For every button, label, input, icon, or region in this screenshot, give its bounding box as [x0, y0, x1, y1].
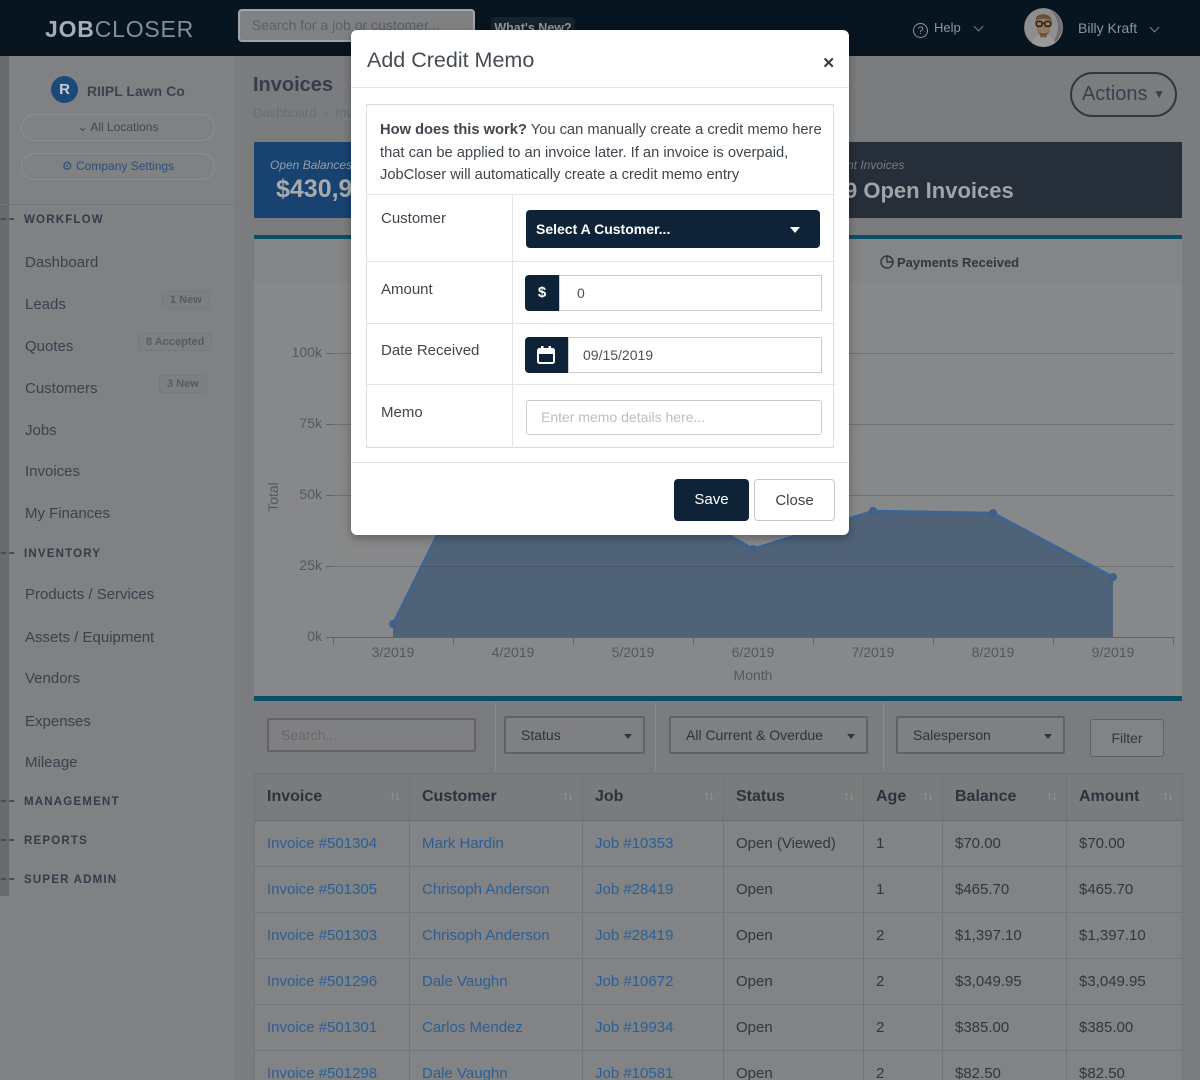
- svg-text:25k: 25k: [299, 557, 323, 573]
- svg-text:3/2019: 3/2019: [372, 644, 415, 660]
- svg-text:50k: 50k: [299, 486, 323, 502]
- svg-text:100k: 100k: [292, 344, 323, 360]
- svg-text:8/2019: 8/2019: [972, 644, 1015, 660]
- svg-text:75k: 75k: [299, 415, 323, 431]
- svg-text:Total: Total: [265, 482, 281, 512]
- svg-text:9/2019: 9/2019: [1092, 644, 1135, 660]
- svg-text:0k: 0k: [307, 628, 323, 644]
- svg-text:6/2019: 6/2019: [732, 644, 775, 660]
- svg-text:5/2019: 5/2019: [612, 644, 655, 660]
- svg-text:Month: Month: [734, 667, 773, 683]
- svg-text:7/2019: 7/2019: [852, 644, 895, 660]
- svg-text:4/2019: 4/2019: [492, 644, 535, 660]
